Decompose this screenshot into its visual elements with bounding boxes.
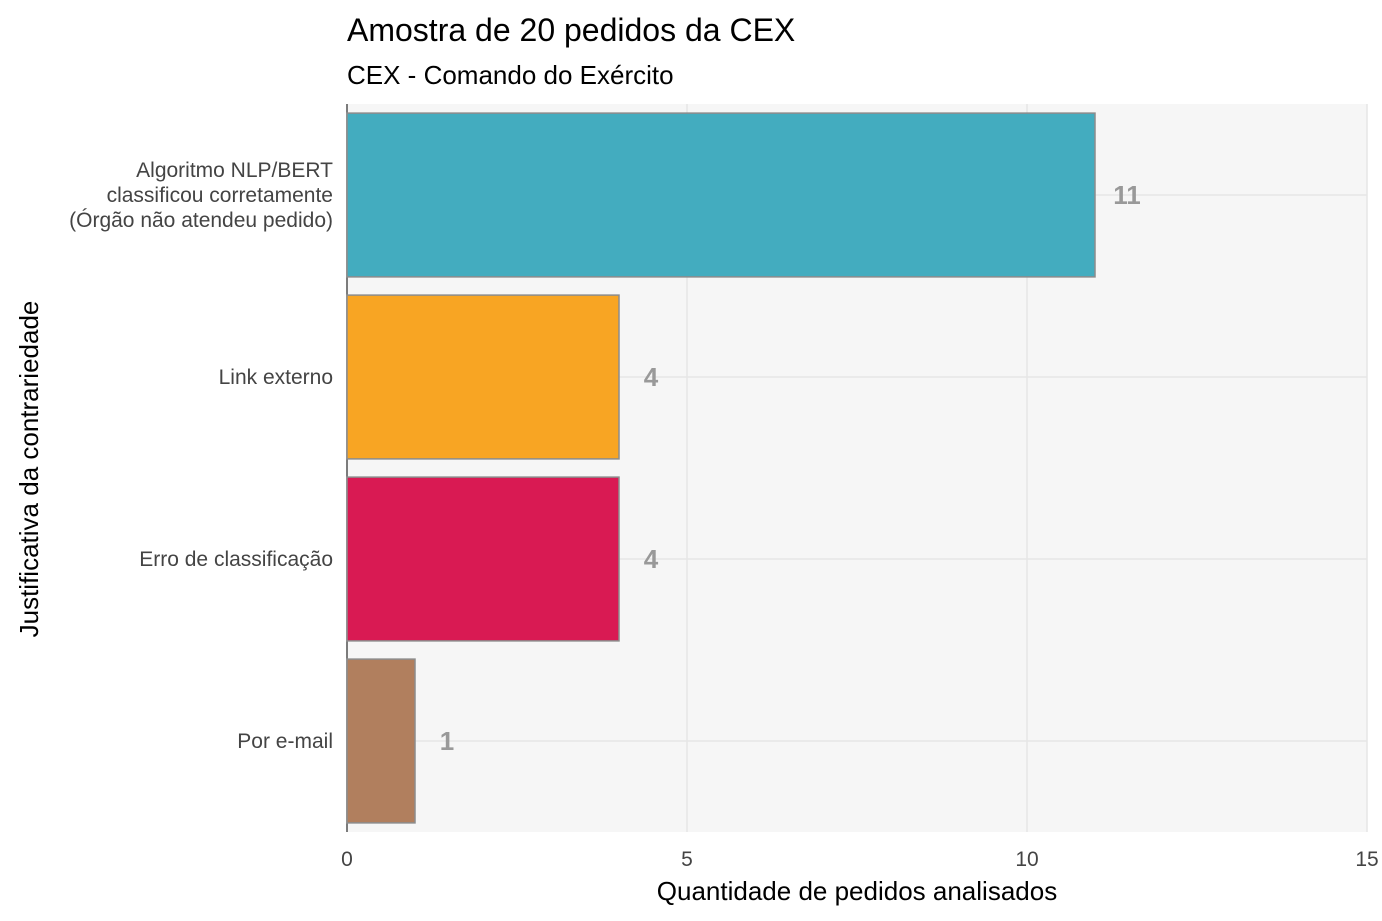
- category-label-line: Algoritmo NLP/BERT: [136, 159, 333, 182]
- x-tick-labels: 0 5 10 15: [341, 848, 1379, 871]
- value-label-0: 11: [1113, 180, 1141, 210]
- x-axis-title: Quantidade de pedidos analisados: [657, 876, 1057, 906]
- chart-title: Amostra de 20 pedidos da CEX: [347, 12, 795, 48]
- chart-subtitle: CEX - Comando do Exército: [347, 60, 674, 90]
- category-labels: Algoritmo NLP/BERT classificou corretamen…: [69, 159, 333, 753]
- category-label-3: Por e-mail: [237, 730, 333, 753]
- category-label-0: Algoritmo NLP/BERT classificou corretamen…: [69, 159, 333, 232]
- category-label-line: classificou corretamente: [107, 184, 333, 207]
- bar-1: [346, 294, 620, 460]
- category-label-line: Link externo: [219, 366, 333, 389]
- category-label-line: Por e-mail: [237, 730, 333, 753]
- bars: [346, 112, 1096, 824]
- category-label-2: Erro de classificação: [139, 548, 333, 571]
- category-label-line: (Órgão não atendeu pedido): [69, 209, 333, 232]
- value-label-1: 4: [644, 362, 659, 392]
- x-tick-label-3: 15: [1355, 848, 1378, 871]
- x-tick-label-0: 0: [341, 848, 353, 871]
- bar-0: [346, 112, 1096, 278]
- category-label-1: Link externo: [219, 366, 333, 389]
- value-label-2: 4: [644, 544, 659, 574]
- x-tick-label-1: 5: [681, 848, 693, 871]
- bar-2: [346, 476, 620, 642]
- value-label-3: 1: [440, 726, 454, 756]
- category-label-line: Erro de classificação: [139, 548, 333, 571]
- x-tick-label-2: 10: [1015, 848, 1038, 871]
- y-axis-title: Justificativa da contrariedade: [14, 301, 44, 638]
- value-labels: 11 4 4 1: [440, 180, 1141, 756]
- bar-3: [346, 658, 416, 824]
